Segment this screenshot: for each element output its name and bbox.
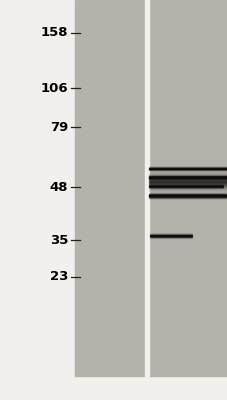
Bar bbox=[150, 238, 191, 239]
Bar bbox=[148, 165, 227, 166]
Text: 106: 106 bbox=[41, 82, 68, 94]
Bar bbox=[149, 178, 226, 179]
Bar bbox=[148, 178, 227, 179]
Bar bbox=[144, 0, 148, 376]
Bar bbox=[149, 190, 225, 191]
Bar bbox=[150, 237, 191, 238]
Bar bbox=[148, 191, 227, 192]
Bar bbox=[149, 191, 225, 192]
Bar bbox=[148, 169, 227, 170]
Bar bbox=[150, 236, 191, 237]
Bar bbox=[148, 189, 227, 190]
Bar bbox=[148, 192, 227, 193]
Bar bbox=[148, 187, 227, 188]
Bar bbox=[149, 199, 225, 200]
Text: 79: 79 bbox=[50, 121, 68, 134]
Bar bbox=[148, 173, 227, 174]
Bar bbox=[150, 231, 191, 232]
Bar bbox=[148, 198, 227, 199]
Bar bbox=[148, 193, 227, 194]
Bar bbox=[149, 197, 225, 198]
Bar bbox=[149, 175, 226, 176]
Bar bbox=[148, 188, 227, 189]
Bar bbox=[148, 194, 227, 195]
Bar bbox=[148, 174, 227, 175]
Bar bbox=[149, 192, 225, 193]
Bar bbox=[149, 177, 226, 178]
Bar bbox=[148, 182, 227, 183]
Bar bbox=[150, 234, 191, 235]
Bar bbox=[149, 179, 226, 180]
Bar bbox=[149, 198, 225, 199]
Bar bbox=[150, 232, 191, 233]
Bar bbox=[149, 194, 225, 195]
Bar bbox=[148, 172, 227, 173]
Bar bbox=[148, 185, 227, 186]
Bar bbox=[150, 233, 191, 234]
Bar bbox=[148, 199, 227, 200]
Bar bbox=[149, 196, 225, 197]
Bar bbox=[148, 176, 227, 177]
Bar bbox=[148, 196, 227, 197]
Bar bbox=[149, 176, 226, 177]
Bar bbox=[150, 235, 191, 236]
Bar bbox=[148, 190, 227, 191]
Bar bbox=[148, 0, 227, 376]
Text: 23: 23 bbox=[50, 270, 68, 283]
Bar bbox=[148, 175, 227, 176]
Bar bbox=[148, 180, 227, 181]
Bar bbox=[148, 197, 227, 198]
Bar bbox=[149, 173, 226, 174]
Bar bbox=[149, 200, 225, 201]
Text: 48: 48 bbox=[50, 181, 68, 194]
Bar bbox=[148, 184, 227, 185]
Bar bbox=[149, 181, 226, 182]
Bar bbox=[149, 180, 226, 181]
Bar bbox=[148, 167, 227, 168]
Bar bbox=[149, 195, 225, 196]
Bar bbox=[148, 186, 227, 187]
Bar bbox=[148, 166, 227, 167]
Bar bbox=[75, 0, 144, 376]
Text: 158: 158 bbox=[41, 26, 68, 39]
Bar bbox=[150, 239, 191, 240]
Bar bbox=[148, 179, 227, 180]
Bar bbox=[148, 170, 227, 171]
Bar bbox=[148, 177, 227, 178]
Bar bbox=[148, 181, 227, 182]
Text: 35: 35 bbox=[50, 234, 68, 246]
Bar bbox=[148, 163, 227, 164]
Bar bbox=[148, 164, 227, 165]
Bar bbox=[148, 168, 227, 169]
Bar bbox=[149, 193, 225, 194]
